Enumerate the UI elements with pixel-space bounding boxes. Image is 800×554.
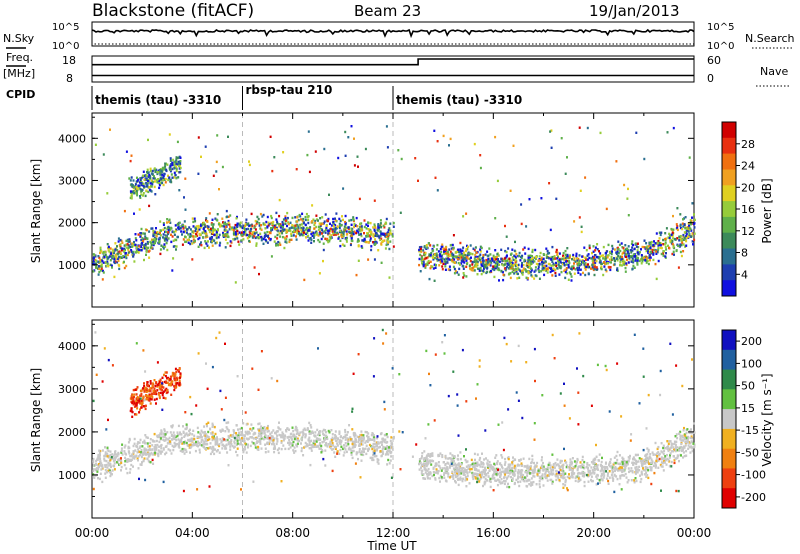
colorbar-tick-label: 24	[741, 160, 755, 173]
ytick-label: 4000	[58, 340, 86, 353]
nsky-label: N.Sky	[3, 32, 35, 45]
colorbar-tick-label: -50	[741, 446, 759, 459]
log-bottom-left: 10^0	[52, 41, 79, 52]
nsky-trace	[91, 28, 695, 45]
freq-tick-top: 18	[62, 54, 76, 67]
nsky-line	[91, 28, 695, 39]
power-colorbar-label: Power [dB]	[760, 178, 774, 243]
colorbar-swatch	[722, 488, 736, 509]
colorbar-swatch	[722, 448, 736, 469]
colorbar-swatch	[722, 264, 736, 281]
colorbar-frame	[721, 329, 737, 509]
xtick-label: 16:00	[476, 526, 511, 540]
colorbar-tick-label: -15	[741, 424, 759, 437]
xtick-label: 20:00	[576, 526, 611, 540]
colorbar-swatch	[722, 232, 736, 249]
nave-tick-bottom: 0	[707, 72, 714, 85]
freq-panel	[91, 55, 695, 83]
date-label: 19/Jan/2013	[589, 2, 680, 20]
ytick-label: 3000	[58, 383, 86, 396]
colorbar-swatch	[722, 122, 736, 139]
colorbar-swatch	[722, 185, 736, 202]
colorbar-swatch	[722, 280, 736, 297]
colorbar-tick-label: 12	[741, 225, 755, 238]
freq-unit: [MHz]	[3, 67, 35, 80]
freq-label: Freq.	[6, 51, 33, 64]
velocity-panel: 1000 2000 3000 4000	[58, 319, 696, 519]
colorbar-tick-label: 8	[741, 247, 748, 260]
colorbar-tick-label: 4	[741, 268, 748, 281]
xtick-label: 00:00	[75, 526, 110, 540]
power-ylabel: Slant Range [km]	[29, 159, 43, 263]
log-top-right: 10^5	[707, 22, 734, 33]
xtick-label: 08:00	[275, 526, 310, 540]
xtick-label: 00:00	[677, 526, 712, 540]
nsky-panel	[91, 21, 695, 47]
cpid-segment-label: themis (tau) -3310	[95, 93, 221, 107]
velocity-colorbar: 200 100 50 15 -15 -50 -100 -200	[721, 329, 766, 509]
velocity-colorbar-label: Velocity [m s⁻¹]	[760, 373, 774, 466]
power-colorbar: 4 8 12 16 20 24 28	[721, 121, 755, 297]
xtick-label: 12:00	[376, 526, 411, 540]
log-top-left: 10^5	[52, 22, 79, 33]
colorbar-swatch	[722, 153, 736, 170]
xaxis-label: Time UT	[366, 539, 417, 553]
colorbar-tick-label: 16	[741, 203, 755, 216]
ytick-label: 3000	[58, 175, 86, 188]
colorbar-swatch	[722, 137, 736, 155]
colorbar-swatch	[722, 169, 736, 186]
colorbar-swatch	[722, 369, 736, 390]
ytick-label: 1000	[58, 259, 86, 272]
ytick-label: 1000	[58, 469, 86, 482]
nave-tick-top: 60	[707, 54, 721, 67]
colorbar-tick-label: 15	[741, 402, 755, 415]
colorbar-tick-label: 28	[741, 138, 755, 151]
log-bottom-right: 10^0	[707, 41, 734, 52]
velocity-ylabel: Slant Range [km]	[29, 368, 43, 472]
scatter-cells	[92, 328, 696, 494]
colorbar-swatch	[722, 428, 736, 450]
freq-trace	[92, 58, 694, 77]
colorbar-swatch	[722, 409, 736, 430]
colorbar-swatch	[722, 248, 736, 265]
cpid-label: CPID	[6, 88, 35, 101]
beam-label: Beam 23	[354, 2, 421, 20]
nave-label: Nave	[760, 65, 788, 78]
colorbar-swatch	[722, 330, 736, 351]
colorbar-tick-label: 100	[741, 357, 762, 370]
colorbar-swatch	[722, 201, 736, 218]
nave-line	[92, 58, 694, 66]
colorbar-tick-label: 200	[741, 335, 762, 348]
colorbar-swatch	[722, 468, 736, 489]
ytick-label: 2000	[58, 426, 86, 439]
colorbar-tick-label: -200	[741, 491, 766, 504]
colorbar-tick-label: 20	[741, 181, 755, 194]
cpid-row: themis (tau) -3310 rbsp-tau 210 themis (ta…	[91, 83, 522, 110]
site-title: Blackstone (fitACF)	[92, 1, 254, 21]
colorbar-tick-label: 50	[741, 380, 755, 393]
colorbar-swatch	[722, 389, 736, 410]
power-panel: 1000 2000 3000 4000	[58, 112, 696, 308]
scatter-cells	[92, 125, 696, 284]
colorbar-tick-label: -100	[741, 469, 766, 482]
freq-tick-bottom: 8	[66, 72, 73, 85]
cpid-segment-label: rbsp-tau 210	[246, 83, 333, 97]
xtick-label: 04:00	[175, 526, 210, 540]
colorbar-swatch	[722, 216, 736, 234]
cpid-segment-label: themis (tau) -3310	[396, 93, 522, 107]
ytick-label: 4000	[58, 132, 86, 145]
ytick-label: 2000	[58, 217, 86, 230]
nsearch-label: N.Search	[745, 32, 795, 45]
time-axis: 00:00 04:00 08:00 12:00 16:00 20:00 00:00	[75, 526, 712, 540]
colorbar-swatch	[722, 349, 736, 371]
